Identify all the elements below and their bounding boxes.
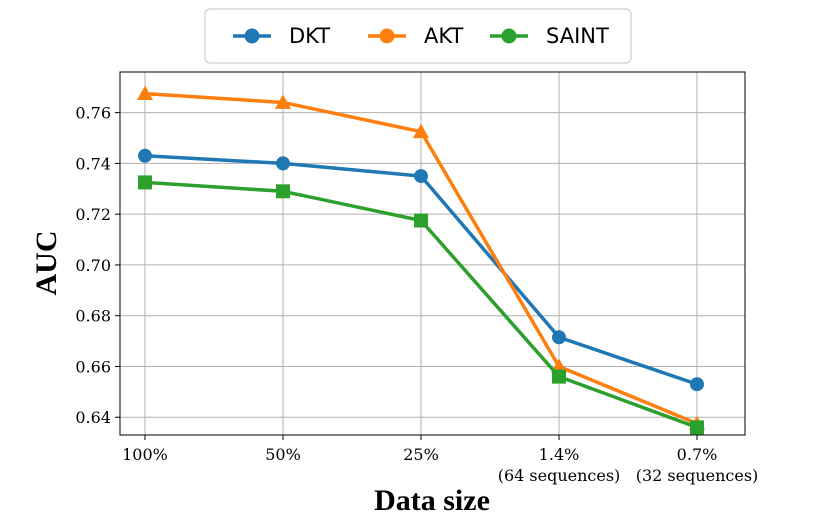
data-point-akt — [274, 94, 292, 109]
plot-frame — [119, 71, 746, 436]
data-point-akt — [550, 358, 568, 373]
y-tick-label: 0.76 — [75, 104, 111, 123]
data-point-saint — [552, 369, 566, 384]
legend-label: DKT — [289, 24, 330, 48]
legend-label: AKT — [424, 24, 464, 48]
legend-item-akt: AKT — [368, 24, 464, 48]
data-point-dkt — [690, 377, 704, 392]
legend-marker — [379, 28, 395, 44]
y-tick-label: 0.64 — [75, 408, 111, 427]
legend: DKT AKT SAINT — [204, 8, 632, 64]
series-saint — [138, 175, 704, 435]
legend-marker — [244, 28, 260, 44]
y-axis-ticks: 0.64 0.66 0.68 0.70 0.72 0.74 0.76 — [75, 104, 120, 427]
x-tick-label: 0.7% — [677, 445, 718, 464]
data-point-dkt — [276, 156, 290, 171]
y-tick-label: 0.72 — [75, 205, 111, 224]
data-point-akt — [136, 85, 154, 101]
data-point-saint — [414, 213, 428, 228]
x-tick-label: 25% — [403, 445, 439, 464]
y-tick-label: 0.70 — [75, 256, 111, 275]
x-axis-title: Data size — [374, 484, 490, 517]
series-dkt — [138, 148, 704, 392]
data-point-saint — [138, 175, 152, 190]
data-point-saint — [276, 184, 290, 199]
legend-item-saint: SAINT — [490, 24, 609, 48]
data-point-saint — [690, 420, 704, 435]
x-tick-label: 100% — [122, 445, 168, 464]
x-axis-ticks: 100% 50% 25% 1.4% (64 sequences) 0.7% (32 sequ… — [122, 435, 758, 485]
legend-label: SAINT — [546, 24, 609, 48]
grid — [120, 72, 745, 435]
y-tick-label: 0.74 — [75, 154, 111, 173]
x-tick-sublabel: (64 sequences) — [498, 466, 621, 485]
y-axis-title: AUC — [30, 231, 63, 296]
data-point-akt — [412, 123, 430, 139]
legend-marker — [501, 28, 517, 44]
legend-box — [204, 8, 632, 64]
x-tick-sublabel: (32 sequences) — [636, 466, 759, 485]
y-tick-label: 0.66 — [75, 357, 111, 376]
data-point-dkt — [414, 169, 428, 184]
x-tick-label: 50% — [265, 445, 301, 464]
data-point-dkt — [552, 330, 566, 345]
y-tick-label: 0.68 — [75, 307, 111, 326]
x-tick-label: 1.4% — [539, 445, 580, 464]
data-point-dkt — [138, 148, 152, 163]
series-layer — [136, 85, 706, 435]
legend-item-dkt: DKT — [233, 24, 330, 48]
